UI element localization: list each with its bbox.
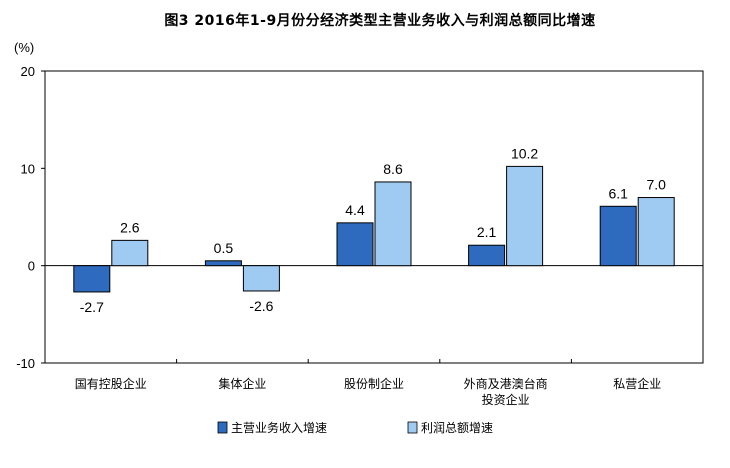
y-axis-unit-label: (%) [14, 40, 34, 55]
bar-revenue [73, 265, 111, 293]
data-label: -2.6 [249, 298, 273, 314]
x-category-label: 集体企业 [218, 376, 266, 391]
x-category-label: 外商及港澳台商 [464, 376, 548, 391]
legend-label: 主营业务收入增速 [231, 420, 327, 435]
legend-label: 利润总额增速 [421, 421, 493, 435]
bar-profit [374, 181, 412, 267]
data-label: 7.0 [646, 177, 666, 193]
y-tick-label: 20 [21, 64, 35, 79]
data-label: 8.6 [383, 161, 403, 177]
data-label: 2.6 [120, 219, 140, 235]
bar-profit [242, 265, 280, 292]
y-tick-label: 0 [28, 259, 35, 274]
legend-swatch [217, 421, 228, 434]
bar-revenue [468, 244, 506, 267]
chart-title: 图3 2016年1-9月份分经济类型主营业务收入与利润总额同比增速 [164, 13, 596, 29]
bar-profit [637, 197, 675, 267]
x-category-label: 股份制企业 [344, 376, 404, 391]
plot-frame [44, 70, 704, 364]
x-category-label: 国有控股企业 [75, 376, 147, 391]
x-category-label: 私营企业 [613, 376, 661, 391]
data-label: 6.1 [608, 185, 628, 201]
bar-revenue [336, 222, 374, 267]
data-label: 2.1 [477, 224, 497, 240]
bar-profit [111, 239, 149, 267]
data-label: 4.4 [345, 202, 365, 218]
data-label: 0.5 [214, 240, 234, 256]
bar-revenue [599, 205, 637, 267]
data-label: 10.2 [511, 145, 538, 161]
bar-profit [506, 165, 544, 267]
x-category-label: 投资企业 [482, 392, 530, 407]
y-tick-label: 10 [21, 161, 35, 176]
data-label: -2.7 [80, 299, 104, 315]
legend-swatch [407, 421, 418, 434]
bar-revenue [204, 260, 242, 267]
y-tick-label: -10 [16, 356, 35, 371]
